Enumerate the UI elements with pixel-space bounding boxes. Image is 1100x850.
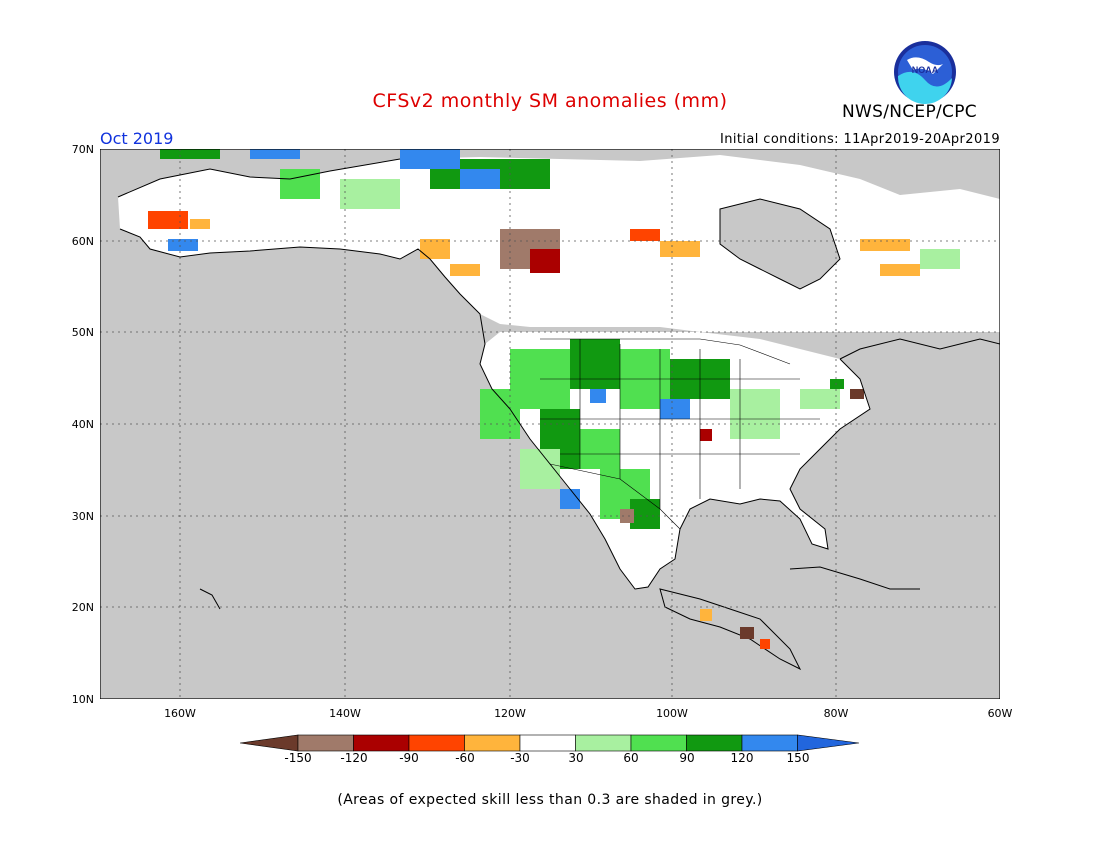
legend-swatch xyxy=(686,734,743,752)
legend-swatch xyxy=(519,734,576,752)
legend-tick-label: -60 xyxy=(455,751,475,765)
lat-label: 30N xyxy=(71,510,94,523)
legend-tick-label: -150 xyxy=(284,751,312,765)
legend-swatch xyxy=(630,734,687,752)
lat-label: 50N xyxy=(71,326,94,339)
hudson-bay xyxy=(720,199,840,289)
legend-swatch xyxy=(297,734,354,752)
initial-conditions-label: Initial conditions: 11Apr2019-20Apr2019 xyxy=(719,132,1000,147)
soil-moisture-map xyxy=(100,149,1000,699)
legend-tick-label: 150 xyxy=(786,751,810,765)
political-borders xyxy=(540,338,820,530)
lon-label: 60W xyxy=(987,707,1013,720)
legend-arrow-low xyxy=(240,734,299,752)
legend-swatch xyxy=(741,734,798,752)
lat-label: 10N xyxy=(71,693,94,706)
legend-tick-label: -90 xyxy=(399,751,419,765)
noaa-logo-icon: NOAA xyxy=(893,40,957,105)
organization-label: NWS/NCEP/CPC xyxy=(842,102,977,122)
lon-label: 80W xyxy=(823,707,849,720)
lon-label: 120W xyxy=(494,707,526,720)
chart-title: CFSv2 monthly SM anomalies (mm) xyxy=(372,90,728,112)
legend-tick-label: 30 xyxy=(568,751,584,765)
legend-tick-label: 120 xyxy=(730,751,754,765)
lat-label: 20N xyxy=(71,601,94,614)
legend-swatch xyxy=(464,734,521,752)
lon-label: 100W xyxy=(656,707,688,720)
lat-label: 60N xyxy=(71,235,94,248)
coastlines xyxy=(117,158,1000,610)
color-legend xyxy=(240,734,860,752)
legend-tick-label: 90 xyxy=(679,751,695,765)
logo-text: NOAA xyxy=(912,65,939,75)
footnote: (Areas of expected skill less than 0.3 a… xyxy=(337,792,763,808)
legend-tick-label: -120 xyxy=(340,751,368,765)
legend-tick-label: 60 xyxy=(623,751,639,765)
legend-swatch xyxy=(575,734,632,752)
lon-label: 160W xyxy=(164,707,196,720)
lat-label: 40N xyxy=(71,418,94,431)
legend-swatch xyxy=(353,734,410,752)
valid-month-label: Oct 2019 xyxy=(100,129,174,148)
lon-label: 140W xyxy=(329,707,361,720)
legend-swatch xyxy=(408,734,465,752)
legend-arrow-high xyxy=(797,734,860,752)
legend-tick-label: -30 xyxy=(510,751,530,765)
graticule xyxy=(100,149,1000,699)
lat-label: 70N xyxy=(71,143,94,156)
